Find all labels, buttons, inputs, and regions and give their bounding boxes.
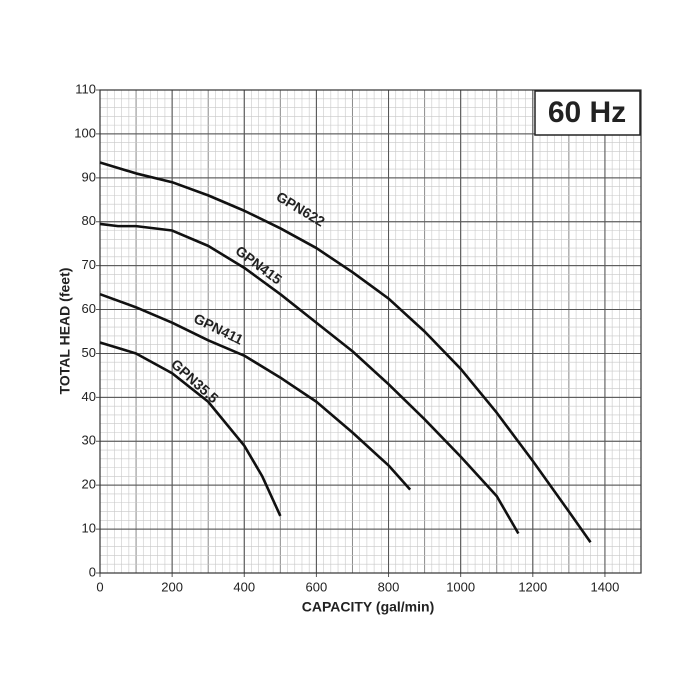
x-tick-label: 1200 [518, 579, 547, 594]
x-tick-label: 0 [96, 579, 103, 594]
y-tick-label: 30 [82, 433, 96, 448]
y-tick-label: 40 [82, 389, 96, 404]
plot-border [99, 89, 642, 574]
curve [99, 222, 520, 535]
x-tick-label: 200 [161, 579, 183, 594]
x-tick-label: 800 [378, 579, 400, 594]
curve [99, 292, 412, 491]
y-tick-label: 90 [82, 169, 96, 184]
x-tick-label: 400 [233, 579, 255, 594]
y-tick-label: 70 [82, 257, 96, 272]
x-tick-label: 600 [306, 579, 328, 594]
badge-box [534, 90, 641, 136]
y-tick-label: 0 [89, 564, 96, 579]
curve [99, 341, 282, 517]
y-tick-label: 10 [82, 521, 96, 536]
y-tick-label: 80 [82, 213, 96, 228]
y-tick-label: 100 [74, 125, 96, 140]
grid [96, 89, 642, 577]
y-tick-label: 60 [82, 301, 96, 316]
y-tick-label: 50 [82, 345, 96, 360]
y-axis-title: TOTAL HEAD (feet) [57, 268, 73, 395]
y-tick-label: 20 [82, 477, 96, 492]
x-axis-title: CAPACITY (gal/min) [302, 599, 435, 615]
badge: 60 Hz [548, 96, 626, 129]
curve [99, 161, 592, 544]
y-tick-label: 110 [75, 81, 96, 96]
x-tick-label: 1400 [590, 579, 619, 594]
x-tick-label: 1000 [446, 579, 475, 594]
